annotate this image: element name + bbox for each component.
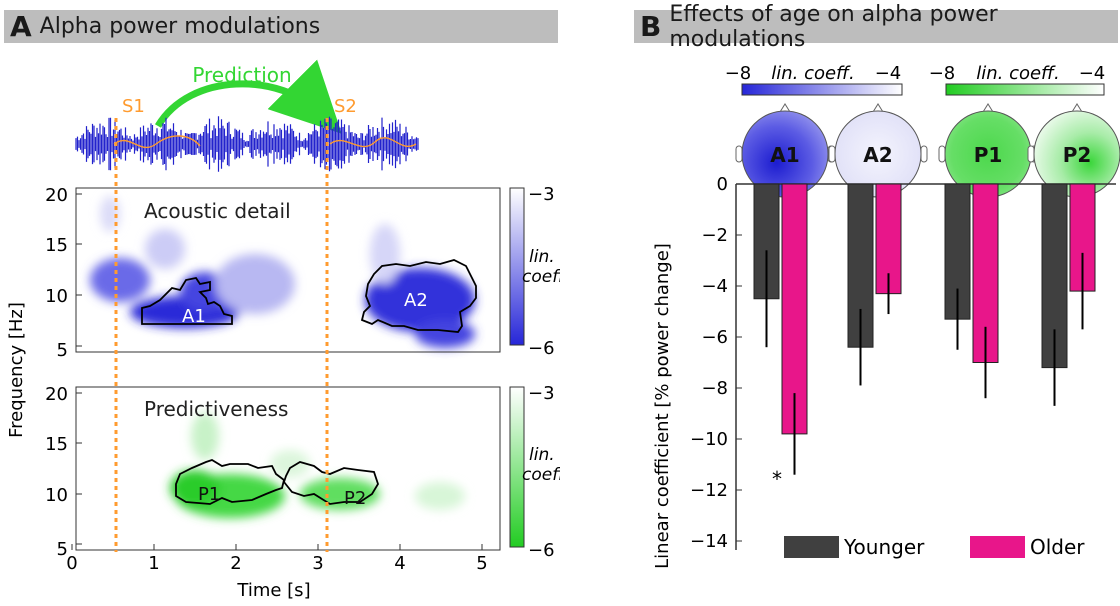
legend-younger-label: Younger — [843, 535, 925, 559]
cluster-p2-outline — [282, 461, 379, 505]
predictiveness-title: Predictiveness — [144, 397, 288, 421]
bar-chart: Linear coefficient [% power change] 0 −2 −… — [652, 174, 1116, 569]
bar-ytick-label: −6 — [701, 327, 728, 348]
green-colorbar-max: −4 — [1079, 63, 1106, 84]
s1-label: S1 — [122, 96, 145, 117]
topomap-p2-label: P2 — [1063, 143, 1092, 167]
bar-chart-bars — [753, 183, 1096, 475]
acoustic-detail-plot: A1 A2 Acoustic detail — [75, 187, 501, 353]
panel-b-figure: −8 lin. coeff. −4 −8 lin. coeff. −4 A1 A… — [652, 63, 1120, 569]
topo-colorbar-blue: −8 lin. coeff. −4 — [725, 63, 903, 96]
cluster-p1-label: P1 — [198, 484, 220, 505]
bottom-colorbar-min: −6 — [528, 540, 555, 561]
cluster-a1-label: A1 — [182, 306, 206, 327]
legend-older-label: Older — [1030, 535, 1085, 559]
xtick-2: 2 — [230, 553, 241, 574]
topomap-a1: A1 — [735, 103, 835, 198]
bottom-colorbar-label-2: coeff. — [522, 465, 560, 485]
legend-older-swatch — [970, 536, 1025, 558]
green-colorbar-min: −8 — [929, 63, 956, 84]
bar-ytick-label: −12 — [690, 480, 728, 501]
predictiveness-heatmap-blobs — [170, 412, 465, 518]
topomap-a2-label: A2 — [863, 143, 892, 167]
bar-ytick-label: −8 — [701, 378, 728, 399]
legend-younger-swatch — [784, 536, 839, 558]
bar-ytick-label: −2 — [701, 225, 728, 246]
top-colorbar: −3 −6 lin. coeff. — [509, 184, 560, 359]
bottom-plot-y-ticks: 20 15 10 5 — [45, 384, 82, 560]
bottom-colorbar-label-1: lin. — [529, 445, 555, 465]
bottom-ytick-15: 15 — [45, 434, 68, 455]
bottom-ytick-10: 10 — [45, 485, 68, 506]
prediction-label: Prediction — [192, 63, 291, 87]
bottom-colorbar: −3 −6 lin. coeff. — [509, 383, 560, 561]
topo-colorbar-green: −8 lin. coeff. −4 — [929, 63, 1106, 96]
panel-a-header: A Alpha power modulations — [4, 10, 558, 43]
waveform-trace — [75, 116, 419, 172]
acoustic-heatmap-blobs — [90, 196, 475, 348]
topomap-a1-label: A1 — [770, 143, 799, 167]
top-colorbar-min: −6 — [528, 338, 555, 359]
panel-a-title: Alpha power modulations — [39, 14, 321, 39]
blue-colorbar-max: −4 — [875, 63, 902, 84]
xtick-5: 5 — [476, 553, 487, 574]
waveform-highlight — [113, 135, 417, 149]
bar-ytick-label: −10 — [690, 429, 728, 450]
legend: Younger Older — [784, 535, 1085, 559]
bar-ytick-label: −14 — [690, 531, 728, 552]
significance-star: * — [772, 467, 782, 491]
bar-chart-y-ticks: 0 −2 −4 −6 −8 −10 −12 −14 — [690, 174, 742, 552]
cluster-p1-outline — [175, 459, 286, 505]
audio-waveform — [75, 116, 419, 172]
topomap-a2: A2 — [828, 103, 928, 198]
panel-a-letter: A — [10, 10, 32, 43]
top-ytick-10: 10 — [45, 286, 68, 307]
panel-b-header: B Effects of age on alpha power modulati… — [634, 2, 1118, 52]
panel-a-figure: Prediction S1 S2 A1 A2 Acoustic detail — [6, 59, 560, 601]
prediction-arrow — [154, 59, 342, 134]
cluster-a1-outline — [141, 276, 233, 325]
acoustic-detail-title: Acoustic detail — [144, 199, 291, 223]
bar-chart-y-label: Linear coefficient [% power change] — [652, 243, 673, 569]
bar-ytick-label: −4 — [701, 276, 728, 297]
topomap-p1: P1 — [938, 103, 1038, 198]
blue-colorbar-label: lin. coeff. — [771, 63, 855, 84]
bar-ytick-label: 0 — [717, 174, 728, 195]
cluster-p2-label: P2 — [344, 488, 366, 509]
bar-younger-a1 — [753, 183, 780, 300]
predictiveness-plot: P1 P2 Predictiveness — [75, 386, 501, 551]
topomap-p1-label: P1 — [974, 143, 1003, 167]
green-colorbar-label: lin. coeff. — [976, 63, 1060, 84]
s2-label: S2 — [334, 96, 357, 117]
cluster-a2-outline — [360, 259, 477, 333]
top-colorbar-max: −3 — [528, 184, 555, 205]
x-axis-ticks: 0 1 2 3 4 5 — [66, 544, 488, 574]
bottom-ytick-20: 20 — [45, 384, 68, 405]
top-ytick-15: 15 — [45, 235, 68, 256]
top-ytick-5: 5 — [57, 340, 68, 361]
xtick-3: 3 — [312, 553, 323, 574]
panel-b-title: Effects of age on alpha power modulation… — [669, 1, 998, 52]
y-axis-label: Frequency [Hz] — [6, 302, 27, 438]
xtick-1: 1 — [148, 553, 159, 574]
x-axis-label: Time [s] — [236, 580, 310, 601]
top-colorbar-label-1: lin. — [529, 247, 555, 267]
top-colorbar-label-2: coeff. — [522, 267, 560, 287]
bottom-colorbar-max: −3 — [528, 383, 555, 404]
panel-b-letter: B — [640, 10, 662, 43]
xtick-4: 4 — [394, 553, 405, 574]
blue-colorbar-min: −8 — [725, 63, 752, 84]
top-ytick-20: 20 — [45, 185, 68, 206]
bottom-ytick-5: 5 — [57, 539, 68, 560]
topomap-p2: P2 — [1027, 103, 1120, 198]
xtick-0: 0 — [66, 553, 77, 574]
bar-older-a1 — [781, 183, 808, 435]
top-plot-y-ticks: 20 15 10 5 — [45, 185, 82, 361]
cluster-a2-label: A2 — [404, 290, 428, 311]
